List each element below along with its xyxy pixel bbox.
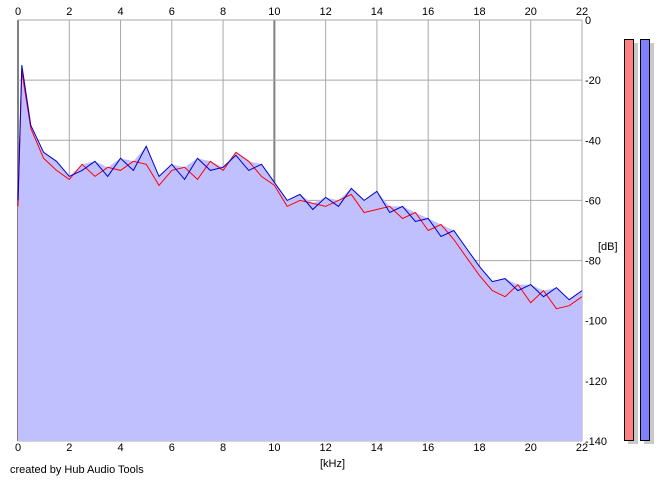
x-tick-label-top: 16 bbox=[422, 6, 434, 18]
x-tick-label-bottom: 22 bbox=[576, 442, 588, 454]
x-tick-label-bottom: 10 bbox=[268, 442, 280, 454]
x-tick-label-top: 18 bbox=[473, 6, 485, 18]
x-tick-label-top: 22 bbox=[576, 6, 588, 18]
level-meters bbox=[624, 39, 654, 444]
credit-text: created by Hub Audio Tools bbox=[10, 464, 144, 476]
x-tick-label-top: 10 bbox=[268, 6, 280, 18]
level-meter-bar bbox=[640, 39, 650, 441]
series-left-line bbox=[17, 71, 583, 310]
spectrum-fill bbox=[18, 65, 582, 441]
series-right-line bbox=[17, 65, 583, 301]
y-tick-label: -40 bbox=[585, 135, 601, 147]
y-tick-label: -20 bbox=[585, 75, 601, 87]
x-tick-label-bottom: 8 bbox=[220, 442, 226, 454]
y-tick-label: -80 bbox=[585, 256, 601, 268]
x-tick-label-top: 2 bbox=[66, 6, 72, 18]
x-tick-label-top: 12 bbox=[320, 6, 332, 18]
x-tick-label-bottom: 18 bbox=[473, 442, 485, 454]
x-axis-label: [kHz] bbox=[320, 458, 345, 470]
x-tick-label-top: 0 bbox=[15, 6, 21, 18]
x-tick-label-bottom: 4 bbox=[117, 442, 123, 454]
x-tick-label-bottom: 6 bbox=[169, 442, 175, 454]
y-tick-label: -100 bbox=[585, 316, 607, 328]
x-tick-label-bottom: 16 bbox=[422, 442, 434, 454]
x-tick-label-top: 6 bbox=[169, 6, 175, 18]
y-axis-label: [dB] bbox=[598, 241, 618, 253]
y-tick-label: 0 bbox=[585, 15, 591, 27]
x-tick-label-top: 20 bbox=[525, 6, 537, 18]
x-tick-label-bottom: 20 bbox=[525, 442, 537, 454]
y-tick-label: -60 bbox=[585, 195, 601, 207]
level-meter-bar bbox=[624, 39, 634, 441]
x-tick-label-bottom: 0 bbox=[15, 442, 21, 454]
x-tick-label-top: 4 bbox=[117, 6, 123, 18]
x-tick-label-bottom: 2 bbox=[66, 442, 72, 454]
y-tick-label: -140 bbox=[585, 436, 607, 448]
x-tick-label-top: 8 bbox=[220, 6, 226, 18]
x-tick-label-bottom: 14 bbox=[371, 442, 383, 454]
x-tick-label-top: 14 bbox=[371, 6, 383, 18]
x-tick-label-bottom: 12 bbox=[320, 442, 332, 454]
y-tick-label: -120 bbox=[585, 376, 607, 388]
